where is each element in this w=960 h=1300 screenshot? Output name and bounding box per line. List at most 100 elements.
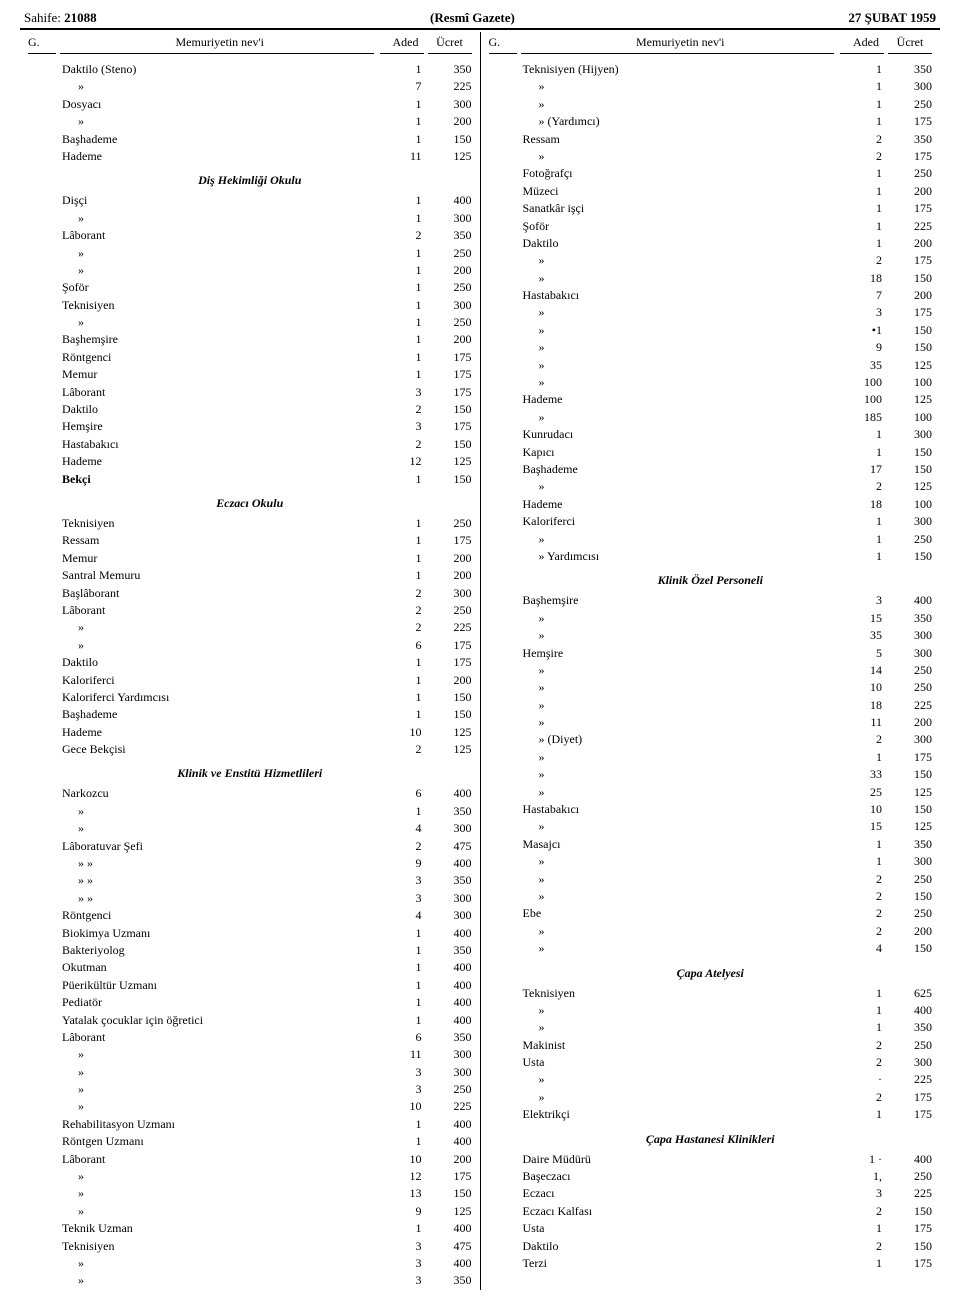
table-row: Teknisiyen3475 [28, 1238, 472, 1255]
table-row: »3400 [28, 1255, 472, 1272]
cell-ucret: 150 [888, 1203, 932, 1220]
table-row: »18225 [489, 697, 933, 714]
cell-aded: 3 [378, 872, 428, 889]
cell-aded: 2 [838, 478, 888, 495]
cell-aded: 1 [838, 61, 888, 78]
cell-aded: 10 [378, 1098, 428, 1115]
cell-g [28, 550, 56, 567]
cell-g [28, 654, 56, 671]
cell-g [28, 366, 56, 383]
table-row: »14250 [489, 662, 933, 679]
cell-name: Kaloriferci [56, 672, 378, 689]
cell-g [28, 567, 56, 584]
cell-ucret: 350 [428, 227, 472, 244]
cell-name: Başhademe [517, 461, 839, 478]
cell-aded: 2 [838, 252, 888, 269]
cell-aded: · [838, 1071, 888, 1088]
cell-aded: 7 [838, 287, 888, 304]
cell-g [28, 872, 56, 889]
cell-aded: 3 [378, 1081, 428, 1098]
table-row: Röntgenci1175 [28, 349, 472, 366]
cell-g [489, 940, 517, 957]
cell-aded: 1 [378, 515, 428, 532]
cell-ucret: 400 [428, 959, 472, 976]
cell-g [28, 453, 56, 470]
cell-name: Teknisiyen [56, 297, 378, 314]
cell-name: » [517, 148, 839, 165]
cell-ucret: 150 [428, 1185, 472, 1202]
table-row: »10225 [28, 1098, 472, 1115]
cell-g [489, 148, 517, 165]
table-row: Daktilo (Steno)1350 [28, 61, 472, 78]
cell-aded: 35 [838, 357, 888, 374]
cell-aded: 1 [378, 113, 428, 130]
table-row: Kaloriferci Yardımcısı1150 [28, 689, 472, 706]
cell-g [489, 1106, 517, 1123]
cell-ucret: 175 [428, 384, 472, 401]
cell-g [489, 183, 517, 200]
cell-name: Lâborant [56, 1151, 378, 1168]
cell-ucret: 225 [888, 1185, 932, 1202]
cell-ucret: 250 [428, 1081, 472, 1098]
cell-name: » [517, 610, 839, 627]
cell-g [489, 304, 517, 321]
table-row: Daktilo2150 [489, 1238, 933, 1255]
cell-ucret: 350 [428, 1272, 472, 1289]
cell-aded: 9 [378, 855, 428, 872]
cell-ucret: 150 [888, 888, 932, 905]
cell-g [489, 218, 517, 235]
cell-ucret: 250 [888, 1168, 932, 1185]
cell-aded: 1 [838, 853, 888, 870]
cell-g [489, 1168, 517, 1185]
cell-g [28, 436, 56, 453]
table-row: Teknisiyen1300 [28, 297, 472, 314]
table-row: »3175 [489, 304, 933, 321]
cell-name: » [517, 304, 839, 321]
cell-ucret: 125 [888, 391, 932, 408]
table-row: »25125 [489, 784, 933, 801]
table-row: Başlâborant2300 [28, 585, 472, 602]
cell-aded: 2 [838, 731, 888, 748]
gazette-title: (Resmî Gazete) [430, 10, 515, 26]
cell-aded: 3 [838, 304, 888, 321]
cell-g [28, 855, 56, 872]
cell-name: Daktilo [56, 401, 378, 418]
cell-g [489, 1037, 517, 1054]
cell-name: Dosyacı [56, 96, 378, 113]
cell-ucret: 150 [888, 1238, 932, 1255]
cell-ucret: 175 [888, 252, 932, 269]
table-row: Memur1200 [28, 550, 472, 567]
cell-g [28, 907, 56, 924]
cell-name: » [56, 1272, 378, 1289]
cell-aded: 1 [378, 192, 428, 209]
table-row: Daktilo2150 [28, 401, 472, 418]
table-row: Sanatkâr işçi1175 [489, 200, 933, 217]
table-row: »1250 [489, 531, 933, 548]
cell-name: » » [56, 890, 378, 907]
cell-g [489, 287, 517, 304]
cell-g [28, 192, 56, 209]
cell-name: Müzeci [517, 183, 839, 200]
cell-aded: 17 [838, 461, 888, 478]
cell-name: Başhemşire [56, 331, 378, 348]
cell-aded: 2 [838, 871, 888, 888]
cell-g [489, 78, 517, 95]
cell-ucret: 400 [428, 1012, 472, 1029]
table-row: Hademe12125 [28, 453, 472, 470]
cell-g [489, 426, 517, 443]
cell-aded: 2 [838, 148, 888, 165]
cell-name: Hastabakıcı [56, 436, 378, 453]
cell-g [28, 959, 56, 976]
page-no: 21088 [64, 10, 97, 25]
cell-g [28, 418, 56, 435]
cell-aded: 1 [378, 471, 428, 488]
cell-ucret: 225 [888, 218, 932, 235]
table-row: Okutman1400 [28, 959, 472, 976]
cell-aded: 5 [838, 645, 888, 662]
cell-name: Lâborant [56, 602, 378, 619]
cell-g [489, 252, 517, 269]
cell-ucret: 300 [888, 78, 932, 95]
cell-name: » Yardımcısı [517, 548, 839, 565]
cell-name: » [517, 818, 839, 835]
cell-aded: 3 [838, 1185, 888, 1202]
